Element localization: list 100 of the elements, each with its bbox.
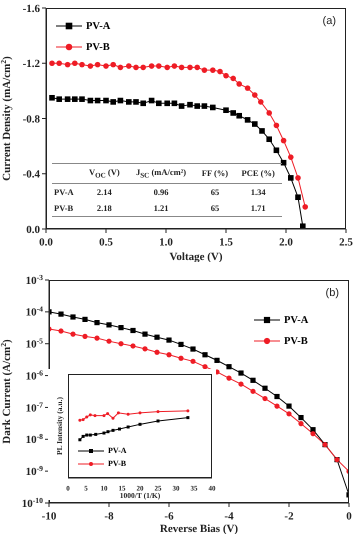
point bbox=[148, 63, 154, 69]
point bbox=[106, 338, 112, 344]
point bbox=[49, 94, 55, 101]
point bbox=[194, 64, 200, 70]
x-tick-label: -10 bbox=[42, 510, 57, 522]
point bbox=[116, 411, 120, 414]
y-tick-label: 10$^{-8}$ bbox=[26, 432, 44, 446]
annotation: 65 bbox=[210, 202, 220, 215]
annotation: V$_{OC}$ (V) bbox=[88, 166, 121, 182]
point bbox=[82, 334, 88, 339]
point bbox=[190, 358, 196, 364]
annotation: 2.14 bbox=[96, 186, 113, 199]
point bbox=[156, 419, 160, 422]
x-tick-label: 0 bbox=[346, 510, 352, 522]
point bbox=[202, 103, 208, 109]
point bbox=[106, 412, 110, 416]
point bbox=[178, 342, 184, 348]
point bbox=[223, 107, 229, 114]
point bbox=[148, 98, 154, 104]
point bbox=[288, 175, 294, 181]
y-tick-label: 10$^{-4}$ bbox=[26, 304, 44, 319]
point bbox=[274, 147, 280, 154]
point bbox=[106, 322, 112, 328]
y-tick-label: 10$^{-6}$ bbox=[26, 368, 44, 382]
legend-label: PV-B bbox=[284, 336, 308, 347]
point bbox=[85, 434, 88, 437]
point bbox=[252, 121, 258, 127]
point bbox=[187, 64, 193, 70]
point bbox=[266, 110, 272, 116]
point bbox=[280, 160, 286, 166]
point bbox=[72, 60, 78, 66]
x-tick-label: -8 bbox=[104, 510, 114, 522]
point bbox=[133, 99, 139, 105]
point bbox=[94, 62, 100, 68]
point bbox=[64, 96, 70, 102]
point bbox=[172, 100, 178, 106]
annotation: 2.18 bbox=[96, 202, 113, 215]
point bbox=[58, 312, 64, 317]
point bbox=[49, 60, 55, 66]
point bbox=[178, 103, 184, 109]
point bbox=[226, 376, 232, 381]
point bbox=[178, 64, 184, 70]
point bbox=[295, 194, 301, 200]
point bbox=[70, 314, 76, 320]
point bbox=[64, 62, 70, 68]
annotation: PV-A bbox=[53, 186, 75, 199]
point bbox=[310, 431, 316, 436]
point bbox=[78, 438, 82, 442]
point bbox=[262, 396, 268, 402]
x-axis-title: Reverse Bias (V) bbox=[160, 523, 238, 534]
point bbox=[112, 428, 114, 432]
x-tick-label: 0.0 bbox=[39, 236, 54, 248]
point bbox=[230, 76, 236, 82]
y-tick-label: -1.2 bbox=[22, 58, 40, 70]
x-tick-label: 0.5 bbox=[99, 236, 114, 248]
point bbox=[186, 416, 190, 420]
point bbox=[142, 332, 148, 337]
point bbox=[166, 352, 172, 358]
point bbox=[103, 63, 109, 69]
point bbox=[202, 352, 208, 358]
point bbox=[214, 358, 220, 363]
annotation: (a) bbox=[322, 15, 336, 27]
x-tick-label: 1.5 bbox=[219, 236, 234, 248]
point bbox=[138, 411, 142, 414]
point bbox=[172, 63, 178, 69]
point bbox=[286, 404, 292, 409]
point bbox=[274, 122, 280, 128]
point bbox=[126, 99, 132, 105]
point bbox=[79, 62, 85, 68]
y-tick-label: -0.8 bbox=[22, 113, 40, 126]
legend-label: PV-B bbox=[108, 459, 126, 468]
x-tick-label: 1.0 bbox=[159, 236, 174, 248]
point bbox=[118, 341, 124, 346]
point bbox=[103, 98, 109, 104]
point bbox=[244, 85, 250, 91]
point bbox=[274, 394, 280, 400]
point bbox=[210, 67, 216, 73]
point bbox=[298, 414, 304, 420]
point bbox=[274, 404, 280, 409]
legend-label: PV-B bbox=[86, 42, 110, 53]
point bbox=[140, 64, 146, 70]
legend-label: PV-A bbox=[86, 20, 110, 32]
legend-label: PV-A bbox=[108, 446, 127, 456]
point bbox=[230, 110, 236, 116]
point bbox=[56, 60, 62, 66]
point bbox=[250, 378, 256, 383]
point bbox=[217, 68, 223, 74]
point bbox=[259, 128, 265, 134]
point bbox=[118, 98, 124, 104]
point bbox=[250, 388, 256, 394]
point bbox=[94, 98, 100, 104]
point bbox=[56, 96, 62, 102]
point bbox=[154, 334, 160, 340]
point bbox=[236, 81, 242, 87]
point bbox=[238, 370, 244, 376]
point bbox=[118, 64, 124, 70]
point bbox=[252, 92, 258, 98]
point bbox=[130, 328, 136, 334]
point bbox=[194, 103, 200, 109]
point bbox=[210, 104, 216, 110]
